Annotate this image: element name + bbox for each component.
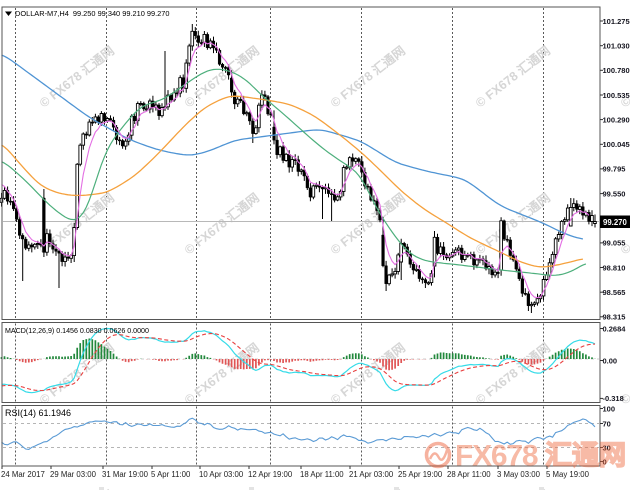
- svg-text:100.535: 100.535: [603, 91, 630, 100]
- svg-text:5 Apr 11:00: 5 Apr 11:00: [151, 470, 191, 479]
- svg-text:99.055: 99.055: [603, 239, 626, 248]
- svg-text:100: 100: [603, 404, 616, 413]
- svg-text:29 Mar 03:00: 29 Mar 03:00: [50, 470, 97, 479]
- svg-text:31 Mar 19:00: 31 Mar 19:00: [102, 470, 149, 479]
- svg-text:101.275: 101.275: [603, 17, 630, 26]
- svg-text:25 Apr 19:00: 25 Apr 19:00: [398, 470, 443, 479]
- svg-text:100.780: 100.780: [603, 66, 630, 75]
- svg-text:0.00: 0.00: [603, 356, 618, 365]
- svg-text:0: 0: [603, 457, 607, 466]
- svg-text:70: 70: [603, 419, 611, 428]
- svg-text:24 Mar 2017: 24 Mar 2017: [1, 470, 45, 479]
- svg-text:99.550: 99.550: [603, 189, 626, 198]
- svg-text:21 Apr 03:00: 21 Apr 03:00: [349, 470, 394, 479]
- svg-text:101.030: 101.030: [603, 42, 630, 51]
- svg-text:MACD(12,26,9) 0.1456 0.0830 0.: MACD(12,26,9) 0.1456 0.0830 0.0626 0.000…: [5, 327, 149, 335]
- svg-text:99.795: 99.795: [603, 165, 626, 174]
- svg-text:98.315: 98.315: [603, 313, 626, 322]
- svg-text:99.270: 99.270: [603, 218, 628, 227]
- svg-text:10 Apr 03:00: 10 Apr 03:00: [199, 470, 244, 479]
- svg-text:98.810: 98.810: [603, 263, 626, 272]
- svg-text:3 May 03:00: 3 May 03:00: [497, 470, 541, 479]
- svg-text:-0.318: -0.318: [603, 394, 624, 403]
- svg-text:FX678: FX678: [455, 440, 538, 473]
- svg-text:RSI(14) 61.1946: RSI(14) 61.1946: [5, 408, 71, 418]
- svg-text:28 Apr 11:00: 28 Apr 11:00: [447, 470, 491, 479]
- svg-text:5 May 19:00: 5 May 19:00: [546, 470, 590, 479]
- svg-text:98.565: 98.565: [603, 288, 626, 297]
- svg-text:18 Apr 11:00: 18 Apr 11:00: [300, 470, 344, 479]
- svg-text:汇通网: 汇通网: [545, 441, 626, 471]
- svg-text:0.2684: 0.2684: [603, 324, 627, 333]
- svg-text:30: 30: [603, 443, 611, 452]
- svg-text:DOLLAR-M7,H4 99.250 99.340 99: DOLLAR-M7,H4 99.250 99.340 99.210 99.270: [15, 9, 170, 18]
- svg-text:100.290: 100.290: [603, 115, 630, 124]
- svg-text:12 Apr 19:00: 12 Apr 19:00: [248, 470, 293, 479]
- svg-text:100.045: 100.045: [603, 140, 630, 149]
